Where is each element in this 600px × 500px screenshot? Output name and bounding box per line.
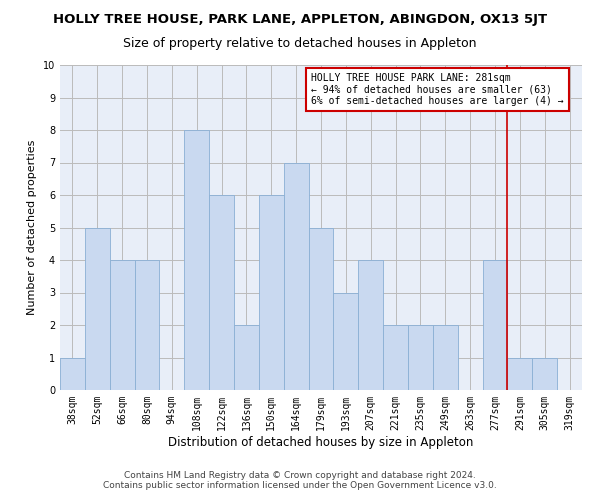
Bar xyxy=(532,358,557,390)
Bar xyxy=(308,228,334,390)
Bar xyxy=(482,260,508,390)
Bar xyxy=(284,162,308,390)
Bar xyxy=(209,195,234,390)
Text: HOLLY TREE HOUSE PARK LANE: 281sqm
← 94% of detached houses are smaller (63)
6% : HOLLY TREE HOUSE PARK LANE: 281sqm ← 94%… xyxy=(311,73,563,106)
Bar xyxy=(134,260,160,390)
Bar xyxy=(433,325,458,390)
Bar xyxy=(184,130,209,390)
Bar xyxy=(234,325,259,390)
X-axis label: Distribution of detached houses by size in Appleton: Distribution of detached houses by size … xyxy=(169,436,473,448)
Bar xyxy=(408,325,433,390)
Bar xyxy=(85,228,110,390)
Text: Contains HM Land Registry data © Crown copyright and database right 2024.
Contai: Contains HM Land Registry data © Crown c… xyxy=(103,470,497,490)
Bar xyxy=(259,195,284,390)
Bar xyxy=(60,358,85,390)
Bar xyxy=(110,260,134,390)
Bar xyxy=(334,292,358,390)
Bar xyxy=(383,325,408,390)
Bar xyxy=(358,260,383,390)
Text: Size of property relative to detached houses in Appleton: Size of property relative to detached ho… xyxy=(123,38,477,51)
Bar xyxy=(508,358,532,390)
Y-axis label: Number of detached properties: Number of detached properties xyxy=(28,140,37,315)
Text: HOLLY TREE HOUSE, PARK LANE, APPLETON, ABINGDON, OX13 5JT: HOLLY TREE HOUSE, PARK LANE, APPLETON, A… xyxy=(53,12,547,26)
